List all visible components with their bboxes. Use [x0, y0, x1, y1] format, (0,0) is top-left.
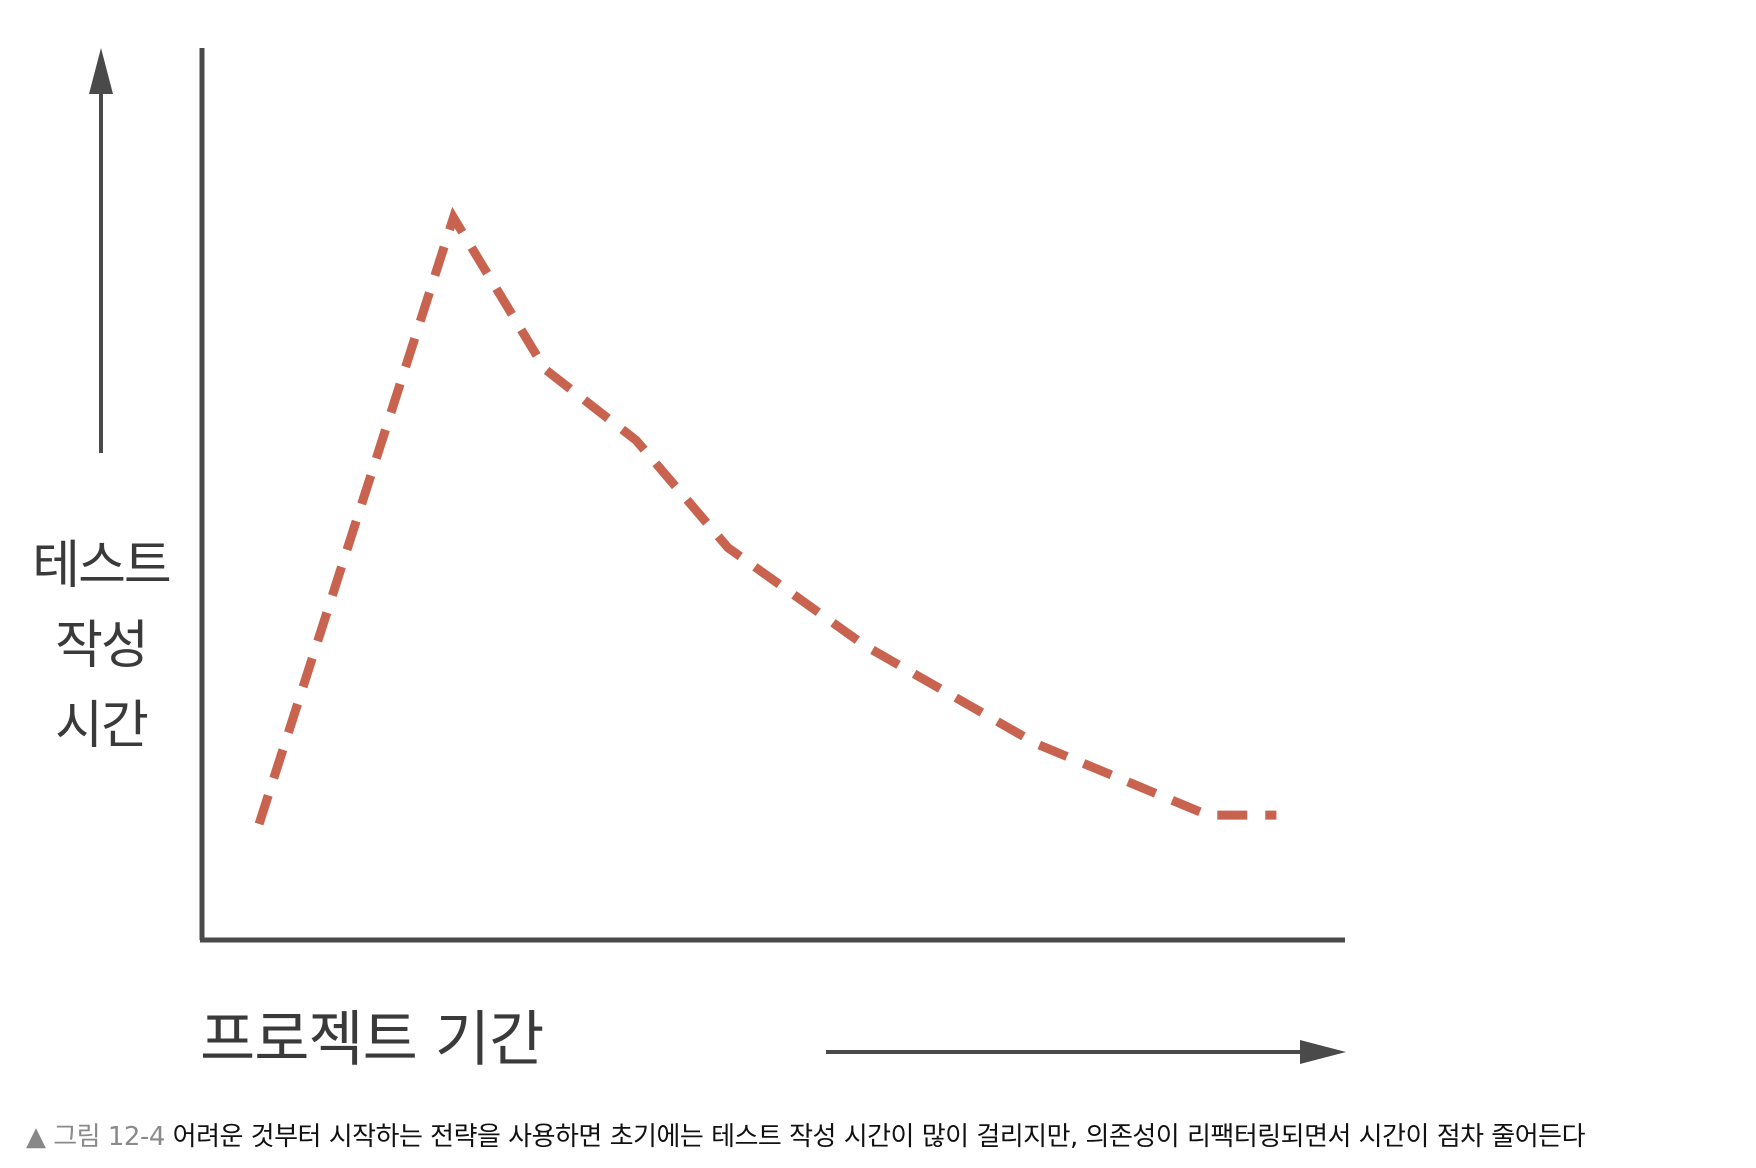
y-axis-label-line-2: 작성 — [55, 616, 149, 676]
y-axis-label-line-1: 테스트 — [32, 536, 172, 596]
caption-triangle-icon: ▲ — [26, 1122, 46, 1152]
caption-figure-label: 그림 12-4 — [53, 1122, 165, 1152]
y-axis-label-line-3: 시간 — [55, 696, 149, 756]
y-direction-arrow-icon — [89, 48, 113, 453]
x-axis-label: 프로젝트 기간 — [200, 1005, 544, 1075]
series-line-1 — [254, 206, 1277, 826]
caption-text: 어려운 것부터 시작하는 전략을 사용하면 초기에는 테스트 작성 시간이 많이… — [172, 1122, 1586, 1152]
figure-caption: ▲ 그림 12-4 어려운 것부터 시작하는 전략을 사용하면 초기에는 테스트… — [26, 1122, 1586, 1152]
x-direction-arrow-icon — [826, 1040, 1346, 1064]
series-layer — [254, 206, 1277, 826]
